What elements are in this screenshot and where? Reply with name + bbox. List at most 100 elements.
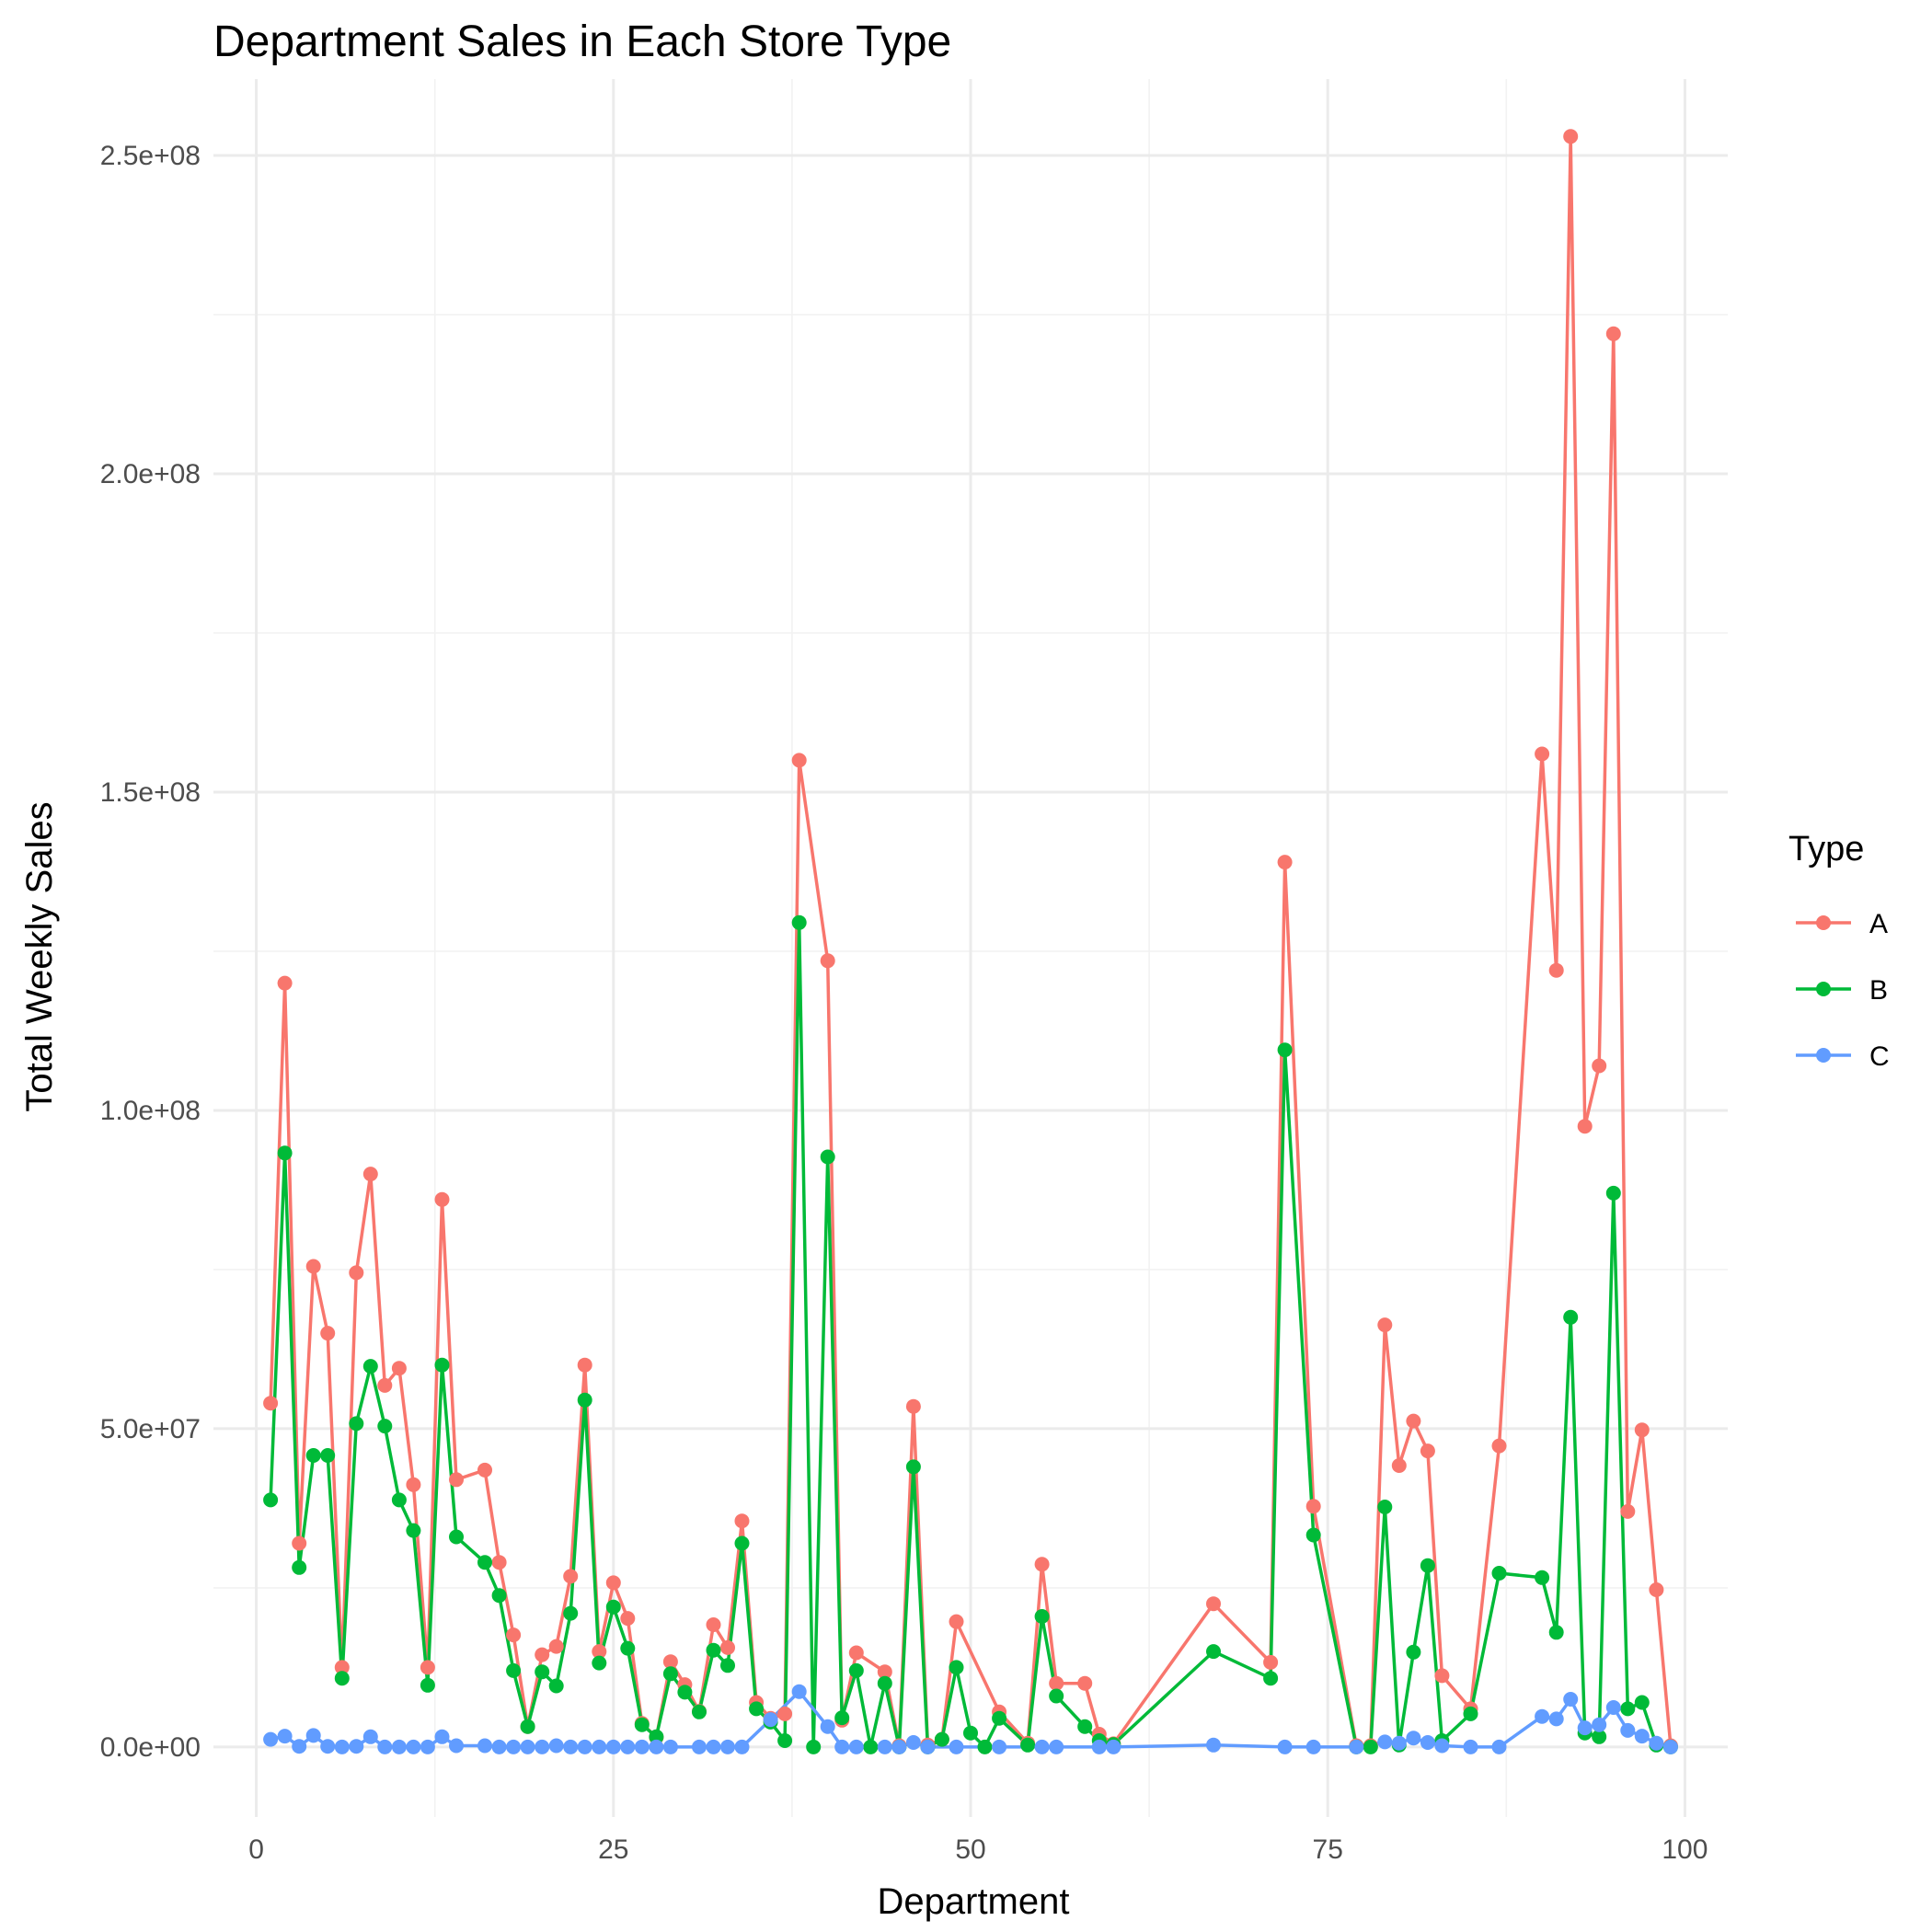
data-point-a: [1077, 1675, 1093, 1691]
data-point-c: [406, 1739, 421, 1754]
data-point-b: [1277, 1042, 1293, 1058]
data-point-c: [449, 1738, 464, 1754]
data-point-b: [1420, 1558, 1435, 1573]
data-point-b: [577, 1392, 592, 1408]
data-point-a: [362, 1167, 378, 1182]
data-point-a: [491, 1555, 507, 1570]
data-point-b: [1620, 1701, 1636, 1717]
data-point-c: [1649, 1735, 1664, 1751]
data-point-c: [535, 1739, 550, 1754]
data-point-a: [1649, 1582, 1664, 1597]
data-point-a: [420, 1660, 435, 1675]
data-point-b: [406, 1523, 421, 1538]
data-point-a: [1563, 129, 1579, 144]
data-point-b: [977, 1739, 993, 1754]
data-point-c: [1605, 1700, 1621, 1715]
data-point-c: [292, 1739, 307, 1754]
data-point-a: [434, 1191, 450, 1207]
data-point-c: [820, 1719, 835, 1734]
data-point-b: [1206, 1644, 1221, 1660]
data-point-a: [777, 1706, 793, 1721]
data-point-a: [1605, 326, 1621, 341]
data-point-b: [834, 1710, 850, 1726]
data-point-a: [1634, 1422, 1650, 1438]
data-point-b: [620, 1640, 636, 1656]
data-point-c: [692, 1739, 707, 1754]
data-point-b: [1263, 1671, 1279, 1686]
data-point-b: [1020, 1737, 1036, 1753]
data-point-c: [1049, 1739, 1064, 1754]
data-point-c: [763, 1712, 778, 1728]
y-tick-label: 5.0e+07: [100, 1414, 201, 1444]
data-point-b: [434, 1357, 450, 1373]
data-point-b: [263, 1492, 279, 1508]
data-point-a: [1620, 1503, 1636, 1519]
legend-key-point-a: [1816, 915, 1831, 930]
data-point-a: [620, 1611, 636, 1627]
data-point-c: [834, 1739, 850, 1754]
data-point-a: [292, 1535, 307, 1551]
x-tick-label: 50: [955, 1834, 985, 1865]
data-point-a: [1406, 1413, 1421, 1429]
data-point-b: [605, 1599, 621, 1615]
data-point-a: [1034, 1557, 1050, 1572]
data-point-c: [320, 1739, 336, 1754]
data-point-c: [334, 1739, 350, 1754]
data-point-c: [349, 1739, 364, 1754]
data-point-a: [949, 1614, 964, 1629]
data-point-c: [1577, 1720, 1593, 1736]
data-point-c: [1662, 1739, 1678, 1754]
y-tick-label: 2.5e+08: [100, 141, 201, 171]
data-point-a: [449, 1472, 464, 1488]
data-point-b: [1605, 1185, 1621, 1201]
data-point-a: [535, 1647, 550, 1662]
data-point-b: [777, 1733, 793, 1748]
data-point-a: [820, 953, 835, 969]
legend-key-point-c: [1816, 1048, 1831, 1063]
data-point-b: [934, 1731, 949, 1747]
x-tick-label: 100: [1662, 1834, 1708, 1865]
data-point-b: [1406, 1644, 1421, 1660]
data-point-c: [1349, 1739, 1364, 1754]
x-tick-label: 0: [248, 1834, 264, 1865]
data-point-b: [535, 1664, 550, 1680]
data-point-c: [420, 1739, 435, 1754]
data-point-c: [605, 1739, 621, 1754]
data-point-a: [548, 1639, 564, 1654]
data-point-a: [791, 753, 807, 768]
data-point-a: [734, 1513, 750, 1529]
data-point-c: [877, 1739, 892, 1754]
data-point-a: [1535, 746, 1550, 762]
data-point-a: [1391, 1458, 1407, 1473]
data-point-c: [1391, 1735, 1407, 1751]
data-point-a: [877, 1664, 892, 1680]
data-point-c: [848, 1739, 864, 1754]
data-point-c: [1535, 1708, 1550, 1724]
data-point-a: [263, 1396, 279, 1411]
y-tick-label: 1.5e+08: [100, 777, 201, 808]
data-point-c: [391, 1739, 407, 1754]
data-point-a: [1377, 1317, 1393, 1333]
data-point-b: [1491, 1566, 1507, 1581]
data-point-c: [520, 1739, 535, 1754]
data-point-b: [563, 1605, 579, 1621]
y-axis-title: Total Weekly Sales: [19, 801, 60, 1111]
data-point-b: [1548, 1625, 1564, 1640]
data-point-b: [905, 1459, 921, 1475]
chart-title: Department Sales in Each Store Type: [213, 17, 951, 66]
data-point-b: [1377, 1500, 1393, 1514]
x-axis-tick-labels: 0 25 50 75 100: [248, 1834, 1708, 1865]
data-point-a: [1049, 1675, 1064, 1691]
data-point-b: [806, 1739, 822, 1754]
legend-label-a: A: [1869, 909, 1888, 939]
data-point-c: [1420, 1735, 1435, 1750]
data-point-b: [349, 1416, 364, 1432]
data-point-a: [592, 1644, 607, 1660]
data-point-c: [1548, 1711, 1564, 1727]
data-point-a: [662, 1654, 678, 1670]
data-point-b: [649, 1729, 664, 1744]
data-point-a: [905, 1398, 921, 1414]
data-point-a: [1434, 1668, 1450, 1684]
data-point-a: [1263, 1654, 1279, 1670]
data-point-c: [563, 1739, 579, 1754]
